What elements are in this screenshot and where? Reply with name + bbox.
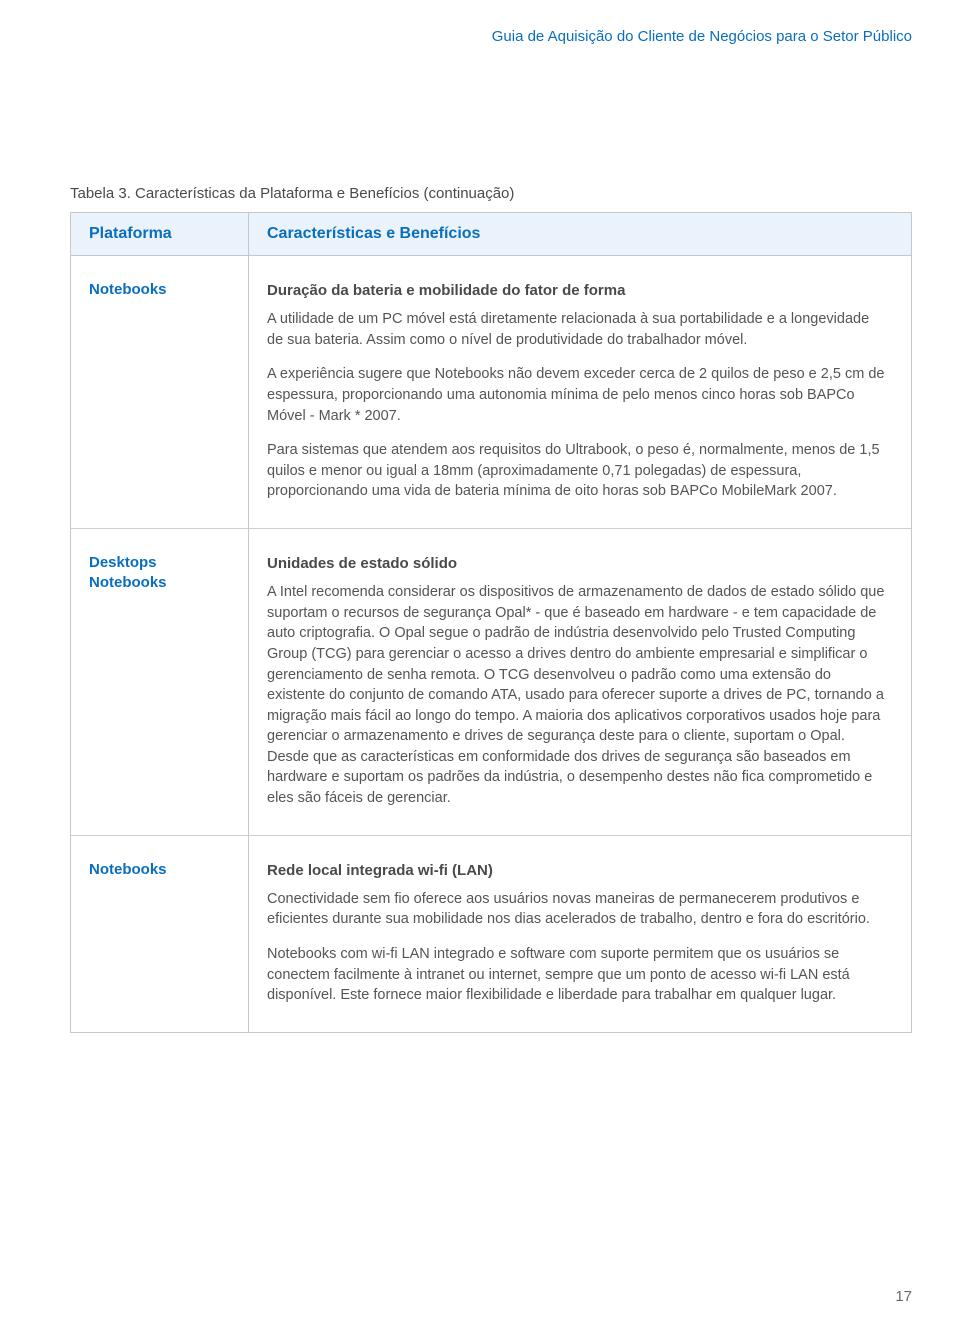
feature-paragraph: Conectividade sem fio oferece aos usuári… [267, 889, 889, 930]
table-row: Notebooks Duração da bateria e mobilidad… [71, 256, 911, 529]
features-cell: Duração da bateria e mobilidade do fator… [249, 256, 911, 529]
page-container: Guia de Aquisição do Cliente de Negócios… [0, 0, 960, 1073]
feature-paragraph: A Intel recomenda considerar os disposit… [267, 582, 889, 808]
feature-title: Duração da bateria e mobilidade do fator… [267, 280, 889, 301]
features-cell: Unidades de estado sólido A Intel recome… [249, 529, 911, 836]
platform-cell: Notebooks [71, 256, 249, 529]
feature-paragraph: A experiência sugere que Notebooks não d… [267, 364, 889, 426]
features-cell: Rede local integrada wi-fi (LAN) Conecti… [249, 836, 911, 1032]
feature-title: Unidades de estado sólido [267, 553, 889, 574]
feature-paragraph: Para sistemas que atendem aos requisitos… [267, 440, 889, 502]
platform-cell: DesktopsNotebooks [71, 529, 249, 836]
table-caption: Tabela 3. Características da Plataforma … [70, 185, 912, 202]
column-header-platform: Plataforma [71, 213, 249, 256]
table-header-row: Plataforma Características e Benefícios [71, 213, 911, 256]
table-row: Notebooks Rede local integrada wi-fi (LA… [71, 836, 911, 1032]
features-table: Plataforma Características e Benefícios … [70, 212, 912, 1033]
platform-cell: Notebooks [71, 836, 249, 1032]
table-row: DesktopsNotebooks Unidades de estado sól… [71, 529, 911, 836]
feature-paragraph: A utilidade de um PC móvel está diretame… [267, 309, 889, 350]
feature-title: Rede local integrada wi-fi (LAN) [267, 860, 889, 881]
feature-paragraph: Notebooks com wi-fi LAN integrado e soft… [267, 944, 889, 1006]
running-header: Guia de Aquisição do Cliente de Negócios… [70, 28, 912, 45]
page-number: 17 [895, 1288, 912, 1305]
column-header-features: Características e Benefícios [249, 213, 911, 256]
